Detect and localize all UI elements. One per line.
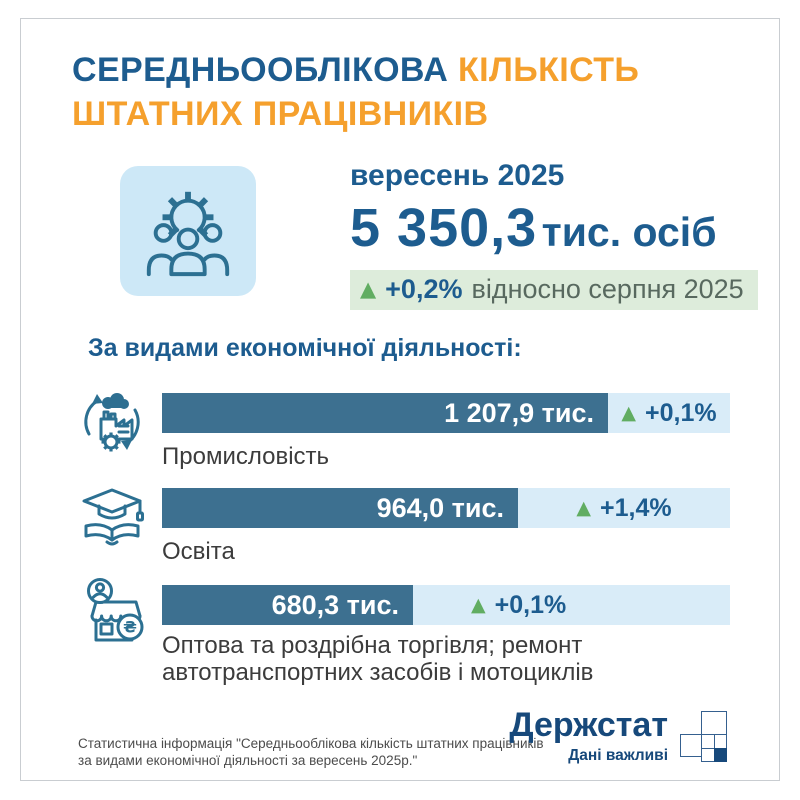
bar-value: 680,3 тис. <box>271 589 399 620</box>
up-triangle-icon: ▲ <box>576 497 592 519</box>
change-value: +0,1% <box>645 398 717 427</box>
bar-category-label: Промисловість <box>162 443 330 470</box>
change-value: +1,4% <box>600 493 672 522</box>
period-label: вересень 2025 <box>350 159 565 192</box>
headline-figure: 5 350,3 тис. осіб <box>350 197 758 259</box>
trade-icon: ₴ <box>76 576 148 648</box>
logo-mosaic-icon <box>680 711 728 763</box>
education-icon <box>76 482 148 554</box>
mosaic-square-top <box>701 711 727 736</box>
bar-track: 964,0 тис. ▲ +1,4% <box>162 488 730 528</box>
derzhstat-logo: Держстат Дані важливі <box>470 706 668 765</box>
bar-change: ▲ +1,4% <box>518 488 730 528</box>
title-primary: СЕРЕДНЬООБЛІКОВА <box>72 51 449 89</box>
source-note: Статистична інформація "Середньооблікова… <box>78 735 544 769</box>
mosaic-filled-cell <box>714 748 727 762</box>
bar-category-label: Освіта <box>162 538 235 565</box>
title-secondary: КІЛЬКІСТЬ <box>458 51 640 89</box>
section-heading: За видами економічної діяльності: <box>88 334 522 362</box>
gear-people-icon <box>139 183 237 279</box>
title-line2: ШТАТНИХ ПРАЦІВНИКІВ <box>72 95 489 133</box>
up-triangle-icon: ▲ <box>621 402 637 424</box>
bar-track: 680,3 тис. ▲ +0,1% <box>162 585 730 625</box>
headline-value: 5 350,3 <box>350 198 538 258</box>
mosaic-square-right <box>701 734 727 762</box>
mosaic-square-left <box>680 734 702 757</box>
bar-value: 1 207,9 тис. <box>444 397 594 428</box>
hero-icon-box <box>120 166 256 296</box>
page-title: СЕРЕДНЬООБЛІКОВА КІЛЬКІСТЬ ШТАТНИХ ПРАЦІ… <box>72 48 639 136</box>
headline-unit: тис. осіб <box>541 209 717 255</box>
bar-fill-industry: 1 207,9 тис. <box>162 393 608 433</box>
logo-tagline: Дані важливі <box>568 747 668 764</box>
svg-text:₴: ₴ <box>123 618 137 637</box>
logo-wordmark: Держстат <box>509 706 668 744</box>
bar-category-label: Оптова та роздрібна торгівля; ремонт авт… <box>162 632 594 686</box>
change-badge: ▲ +0,2% відносно серпня 2025 <box>350 270 758 310</box>
bar-change: ▲ +0,1% <box>608 393 730 433</box>
change-label: відносно серпня 2025 <box>471 274 744 304</box>
change-value: +0,1% <box>494 590 567 619</box>
bar-fill-trade: 680,3 тис. <box>162 585 413 625</box>
bar-fill-education: 964,0 тис. <box>162 488 518 528</box>
industry-icon <box>76 386 148 458</box>
bar-change: ▲ +0,1% <box>413 585 730 625</box>
summary-block: вересень 2025 5 350,3 тис. осіб ▲ +0,2% … <box>350 158 758 310</box>
bar-value: 964,0 тис. <box>376 492 504 523</box>
up-triangle-icon: ▲ <box>471 594 486 616</box>
bar-track: 1 207,9 тис. ▲ +0,1% <box>162 393 730 433</box>
up-triangle-icon: ▲ <box>360 277 377 301</box>
change-value: +0,2% <box>385 274 463 304</box>
source-note-line1: Статистична інформація "Середньооблікова… <box>78 736 544 751</box>
source-note-line2: за видами економічної діяльності за вере… <box>78 753 418 768</box>
